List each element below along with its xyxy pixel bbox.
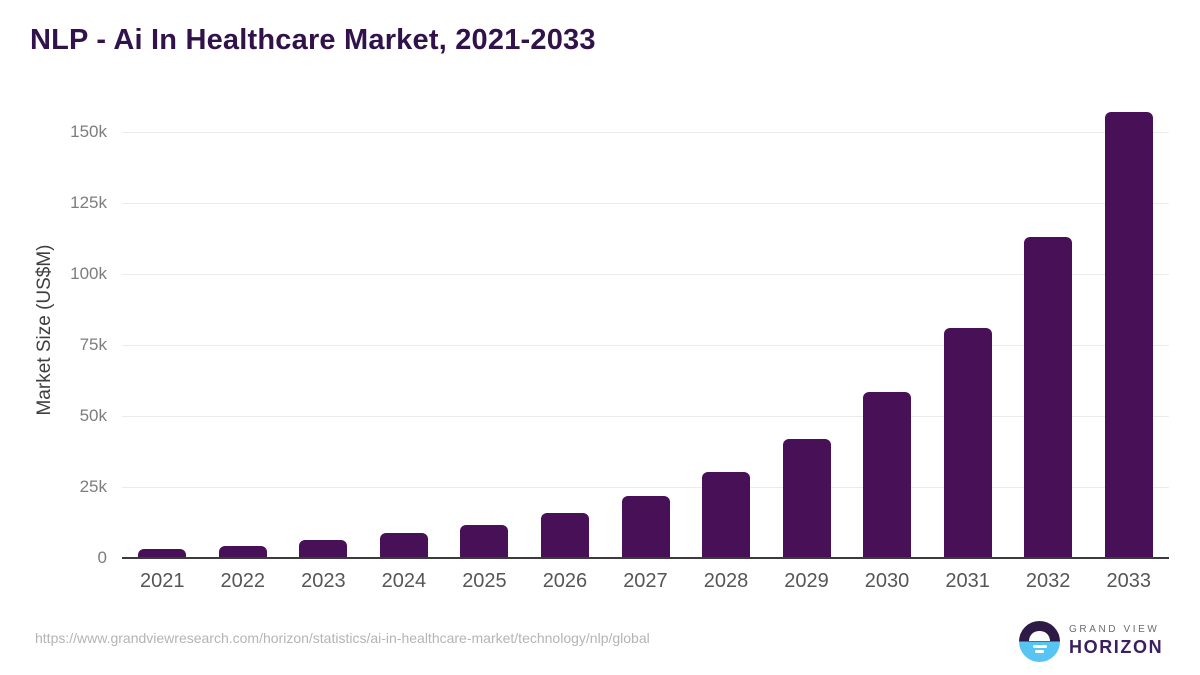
logo-text: GRAND VIEW HORIZON xyxy=(1069,624,1163,658)
bar-2024[interactable] xyxy=(379,533,428,558)
y-tick-label-150k: 150k xyxy=(70,122,107,141)
x-tick-label-2032: 2032 xyxy=(1025,570,1071,592)
x-tick-label-2021: 2021 xyxy=(140,570,185,592)
x-tick-label-2033: 2033 xyxy=(1106,570,1152,592)
sun-reflection-line xyxy=(1032,644,1047,648)
bar-2030[interactable] xyxy=(863,391,912,558)
x-tick-label-2031: 2031 xyxy=(945,570,990,592)
source-url: https://www.grandviewresearch.com/horizo… xyxy=(35,630,650,646)
horizon-sun-logo-icon xyxy=(1019,620,1060,662)
x-tick-label-2024: 2024 xyxy=(381,570,427,592)
x-tick-label-2027: 2027 xyxy=(623,570,668,592)
x-tick-label-2023: 2023 xyxy=(301,570,346,592)
grand-view-horizon-logo: GRAND VIEW HORIZON xyxy=(1019,620,1163,662)
x-tick-label-2030: 2030 xyxy=(864,570,910,592)
gridline-75k xyxy=(122,344,1169,346)
bar-2027[interactable] xyxy=(621,496,670,558)
chart-title: NLP - Ai In Healthcare Market, 2021-2033 xyxy=(30,24,596,56)
bar-2021[interactable] xyxy=(138,548,187,558)
bar-2028[interactable] xyxy=(702,471,750,558)
logo-text-grand-view: GRAND VIEW xyxy=(1069,624,1160,635)
logo-text-horizon: HORIZON xyxy=(1069,637,1164,657)
gridline-125k xyxy=(122,202,1169,204)
y-tick-label-50k: 50k xyxy=(79,406,107,425)
x-tick-label-2022: 2022 xyxy=(220,570,266,592)
y-tick-label-75k: 75k xyxy=(79,335,107,354)
plot-area xyxy=(122,100,1169,558)
y-tick-label-100k: 100k xyxy=(70,264,107,283)
x-axis-line xyxy=(122,557,1169,559)
y-tick-label-0: 0 xyxy=(97,548,107,567)
gridline-150k xyxy=(122,131,1169,133)
gridline-50k xyxy=(122,415,1169,417)
y-tick-label-25k: 25k xyxy=(79,477,107,496)
bar-2023[interactable] xyxy=(299,540,348,558)
x-tick-label-2028: 2028 xyxy=(703,570,749,592)
sun-icon xyxy=(1029,630,1050,641)
bar-2033[interactable] xyxy=(1104,112,1153,558)
bar-2022[interactable] xyxy=(218,546,267,558)
y-tick-label-125k: 125k xyxy=(70,193,107,212)
x-tick-label-2026: 2026 xyxy=(542,570,588,592)
gridline-100k xyxy=(122,273,1169,275)
sun-reflection-line xyxy=(1035,650,1044,653)
gridline-25k xyxy=(122,486,1169,488)
bar-2032[interactable] xyxy=(1024,237,1073,558)
x-axis-tick-labels: 2021 2022 2023 2024 2025 2026 2027 2028 2029 2030… xyxy=(122,570,1169,596)
bar-2029[interactable] xyxy=(782,439,831,558)
x-tick-label-2025: 2025 xyxy=(462,570,507,592)
x-tick-label-2029: 2029 xyxy=(784,570,829,592)
y-axis-tick-labels: 0 25k 50k 75k 100k 125k 150k xyxy=(20,100,107,567)
bar-2031[interactable] xyxy=(943,328,992,558)
bar-2025[interactable] xyxy=(460,525,509,558)
bar-2026[interactable] xyxy=(541,513,589,558)
